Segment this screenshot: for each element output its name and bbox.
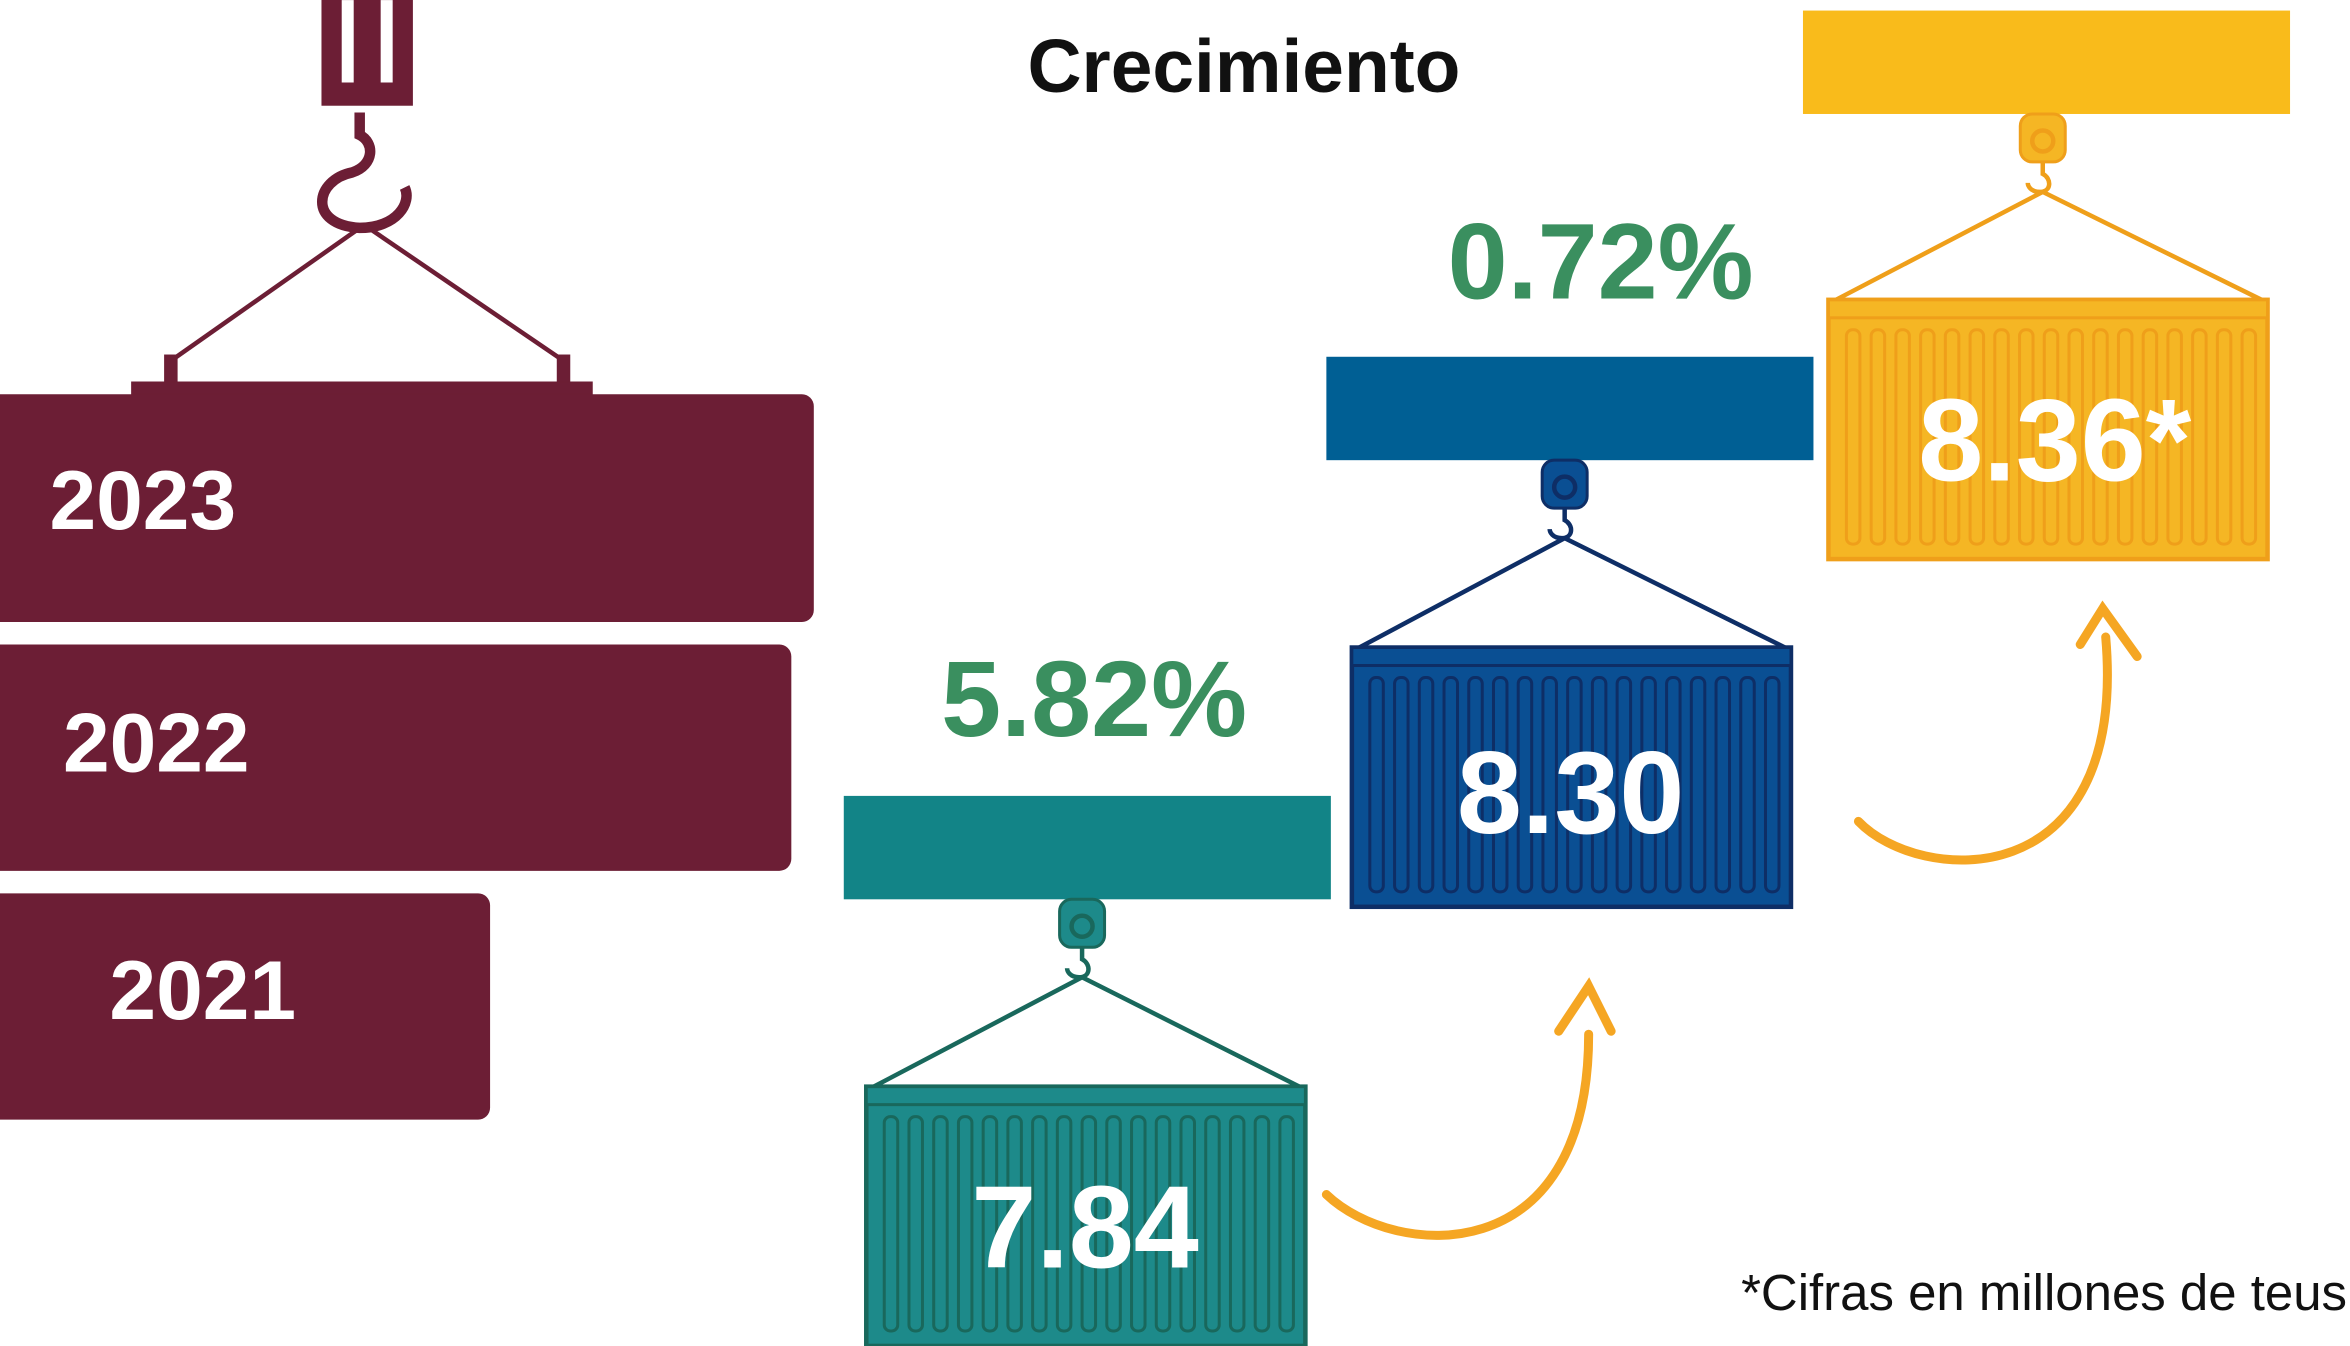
container-top — [866, 1087, 1305, 1105]
title: Crecimiento — [1027, 24, 1460, 108]
container-value: 8.36* — [1918, 375, 2192, 506]
year-label: 2021 — [109, 943, 296, 1037]
container-value: 7.84 — [971, 1161, 1199, 1292]
year-label: 2022 — [63, 696, 250, 790]
rope — [1836, 192, 2043, 300]
container-top — [1352, 648, 1791, 666]
container-value: 8.30 — [1457, 727, 1685, 858]
crane-beam — [1326, 357, 1813, 460]
hook — [2028, 162, 2049, 192]
hook — [1550, 508, 1571, 538]
container-top — [1828, 300, 2267, 318]
rope — [874, 977, 1082, 1086]
hook-block — [1060, 899, 1105, 947]
page: Crecimiento 2023 2022 2021 7.84 8.30 8.36*… — [0, 0, 2350, 1346]
rope — [1359, 538, 1564, 647]
growth-label: 5.82% — [941, 638, 1247, 759]
crane-beam — [844, 796, 1331, 899]
rope — [1565, 538, 1785, 647]
hook-block — [1542, 460, 1587, 508]
rope — [1082, 977, 1299, 1086]
crane-beam — [1803, 11, 2290, 114]
hook — [1067, 947, 1088, 977]
infographic: Crecimiento 2023 2022 2021 7.84 8.30 8.36*… — [0, 0, 2350, 1346]
year-label: 2023 — [49, 453, 236, 547]
crane-hook — [132, 0, 592, 394]
hook-block — [2020, 114, 2065, 162]
growth-label: 0.72% — [1448, 200, 1754, 321]
rope — [2043, 192, 2262, 300]
footnote: *Cifras en millones de teus — [1741, 1264, 2347, 1321]
